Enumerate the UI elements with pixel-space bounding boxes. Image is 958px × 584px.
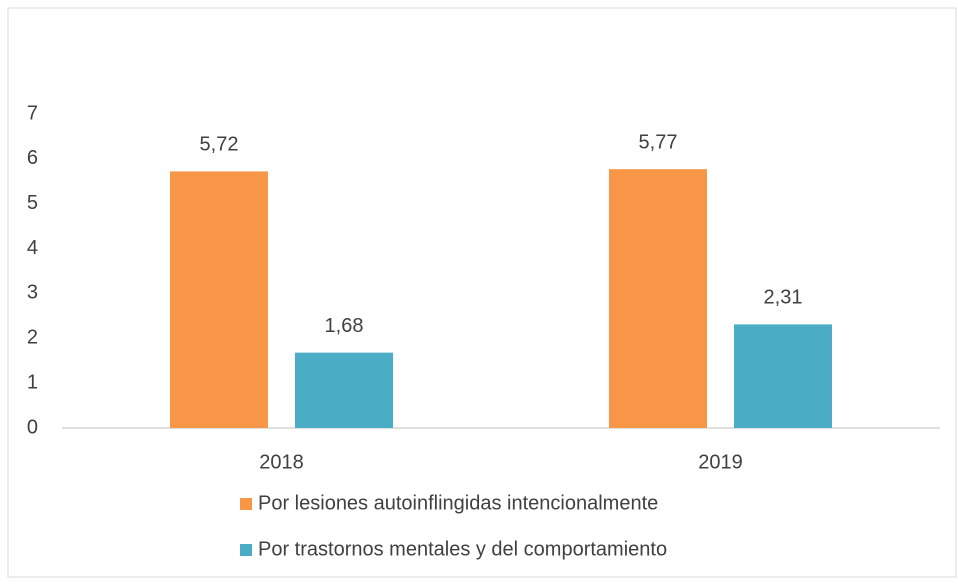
x-tick-label: 2018 — [259, 451, 304, 473]
y-tick-label: 3 — [27, 282, 38, 304]
y-tick-label: 0 — [27, 416, 38, 438]
chart-frame — [7, 7, 957, 578]
bar — [609, 169, 707, 428]
y-tick-label: 2 — [27, 327, 38, 349]
y-tick-label: 1 — [27, 371, 38, 393]
x-tick-label: 2019 — [698, 451, 743, 473]
bar — [170, 171, 268, 428]
y-tick-label: 4 — [27, 237, 38, 259]
data-label: 1,68 — [325, 315, 364, 337]
y-tick-label: 6 — [27, 147, 38, 169]
legend-label: Por lesiones autoinflingidas intencional… — [258, 492, 658, 514]
y-tick-label: 5 — [27, 192, 38, 214]
data-label: 5,77 — [639, 131, 678, 153]
y-tick-label: 7 — [27, 102, 38, 124]
legend-swatch — [240, 544, 252, 556]
legend-label: Por trastornos mentales y del comportami… — [258, 538, 667, 560]
bar — [295, 352, 393, 428]
data-label: 5,72 — [200, 134, 239, 156]
data-label: 2,31 — [764, 287, 803, 309]
legend-swatch — [240, 498, 252, 510]
bar — [734, 324, 832, 428]
